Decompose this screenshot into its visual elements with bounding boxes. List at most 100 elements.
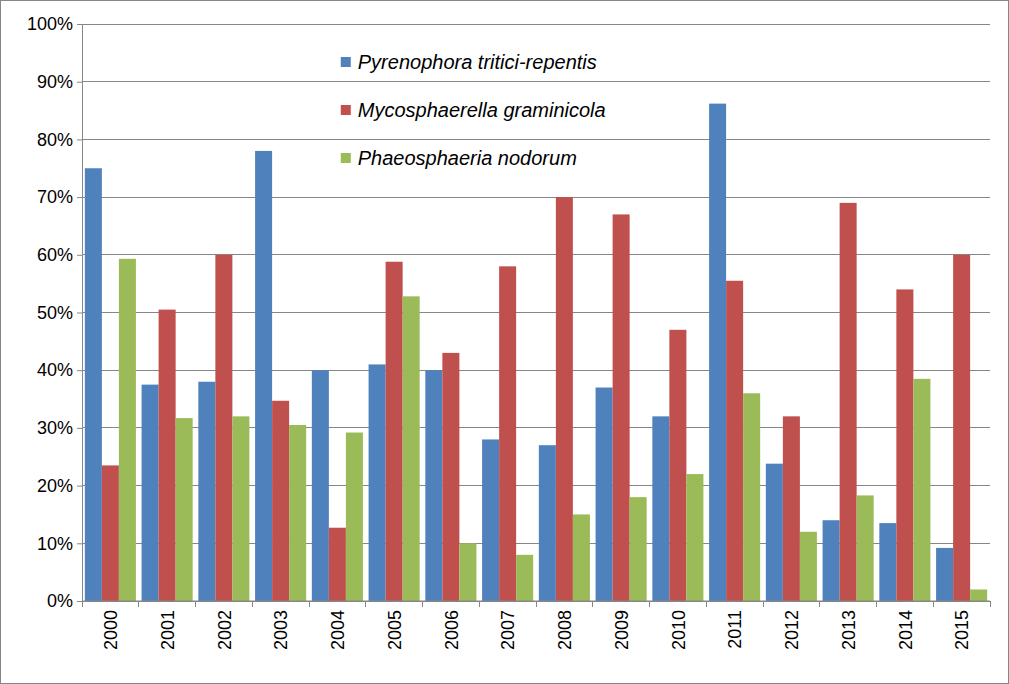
x-tick-label: 2014 xyxy=(896,610,916,650)
bar xyxy=(482,439,499,601)
bar xyxy=(573,514,590,601)
category-separator xyxy=(195,601,196,607)
y-tick-mark xyxy=(77,197,82,198)
bar xyxy=(913,379,930,601)
bar xyxy=(766,464,783,601)
bar xyxy=(613,214,630,601)
bar xyxy=(516,555,533,601)
bar xyxy=(936,548,953,601)
x-tick: 2002 xyxy=(215,610,235,650)
grid-line xyxy=(82,197,990,198)
x-tick-label: 2001 xyxy=(158,610,178,650)
x-tick-label: 2004 xyxy=(328,610,348,650)
category-separator xyxy=(309,601,310,607)
x-axis: 2000200120022003200420052006200720082009… xyxy=(83,601,991,650)
bar xyxy=(556,197,573,601)
bar xyxy=(743,393,760,601)
bar xyxy=(953,255,970,601)
category-separator xyxy=(933,601,934,607)
legend-swatch xyxy=(341,153,351,163)
category-separator xyxy=(763,601,764,607)
grid-line xyxy=(82,81,990,82)
y-tick-label: 0% xyxy=(47,591,73,611)
bar xyxy=(386,262,403,601)
legend-label: Phaeosphaeria nodorum xyxy=(358,147,577,169)
legend: Pyrenophora tritici-repentis Mycosphaerel… xyxy=(341,51,606,169)
bar xyxy=(272,401,289,601)
x-tick: 2009 xyxy=(612,610,632,650)
category-separator xyxy=(536,601,537,607)
bar xyxy=(289,425,306,601)
x-tick-label: 2006 xyxy=(442,610,462,650)
bar xyxy=(726,281,743,601)
bar xyxy=(783,416,800,601)
bar xyxy=(346,433,363,601)
x-tick: 2000 xyxy=(101,610,121,650)
x-tick-label: 2000 xyxy=(101,610,121,650)
bar xyxy=(102,465,119,601)
y-tick-mark xyxy=(77,82,82,83)
category-separator xyxy=(82,601,83,607)
bar xyxy=(879,523,896,601)
y-tick: 60% xyxy=(37,245,82,265)
bar xyxy=(255,151,272,601)
bar xyxy=(459,543,476,601)
y-tick-label: 50% xyxy=(37,303,73,323)
bar xyxy=(403,296,420,601)
category-separator xyxy=(252,601,253,607)
legend-label: Mycosphaerella graminicola xyxy=(358,99,606,121)
category-separator xyxy=(592,601,593,607)
bar xyxy=(369,364,386,601)
x-tick: 2010 xyxy=(669,610,689,650)
bar xyxy=(800,532,817,601)
y-tick-mark xyxy=(77,428,82,429)
bar xyxy=(686,474,703,601)
y-tick: 90% xyxy=(37,72,82,92)
y-axis: 0%10%20%30%40%50%60%70%80%90%100% xyxy=(27,14,83,611)
x-tick: 2007 xyxy=(498,610,518,650)
x-tick-label: 2002 xyxy=(215,610,235,650)
category-separator xyxy=(706,601,707,607)
bar xyxy=(596,388,613,601)
x-tick-label: 2011 xyxy=(725,610,745,649)
legend-swatch xyxy=(341,57,351,67)
bar xyxy=(159,310,176,601)
y-tick: 80% xyxy=(37,130,82,150)
x-tick: 2014 xyxy=(896,610,916,650)
bar xyxy=(896,289,913,601)
x-tick: 2003 xyxy=(271,610,291,650)
bar xyxy=(539,445,556,601)
bar xyxy=(198,382,215,601)
category-separator xyxy=(479,601,480,607)
bar xyxy=(442,353,459,601)
y-tick-mark xyxy=(77,486,82,487)
y-tick-mark xyxy=(77,370,82,371)
category-separator xyxy=(819,601,820,607)
chart: 0%10%20%30%40%50%60%70%80%90%100%2000200… xyxy=(0,0,1009,684)
category-separator xyxy=(138,601,139,607)
bar xyxy=(232,416,249,601)
x-tick: 2004 xyxy=(328,610,348,650)
category-separator xyxy=(365,601,366,607)
y-tick-label: 10% xyxy=(37,534,73,554)
x-tick-label: 2012 xyxy=(782,610,802,650)
x-tick: 2013 xyxy=(839,610,859,650)
y-tick: 70% xyxy=(37,187,82,207)
chart-frame xyxy=(1,1,1009,684)
category-separator xyxy=(649,601,650,607)
bar xyxy=(709,104,726,601)
bar xyxy=(669,330,686,601)
x-tick-label: 2005 xyxy=(385,610,405,650)
bar xyxy=(499,266,516,601)
plot: 0%10%20%30%40%50%60%70%80%90%100%2000200… xyxy=(27,14,990,650)
y-tick-label: 90% xyxy=(37,72,73,92)
y-tick-mark xyxy=(77,543,82,544)
y-tick-label: 70% xyxy=(37,187,73,207)
category-separators xyxy=(82,601,990,607)
bar xyxy=(840,203,857,601)
bar xyxy=(857,495,874,601)
legend-label: Pyrenophora tritici-repentis xyxy=(358,51,597,73)
y-tick-mark xyxy=(77,601,82,602)
category-separator xyxy=(422,601,423,607)
x-tick: 2015 xyxy=(952,610,972,650)
